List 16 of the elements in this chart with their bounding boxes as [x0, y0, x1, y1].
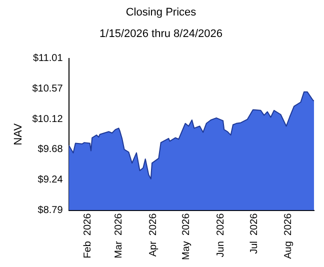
y-tick-label: $9.68 [38, 144, 64, 156]
y-axis-title: NAV [12, 122, 25, 146]
x-tick-label: Jun 2026 [216, 212, 227, 258]
x-tick-label: Feb 2026 [82, 212, 94, 258]
x-tick-label: Jul 2026 [248, 212, 260, 254]
y-tick-label: $11.01 [32, 53, 64, 64]
x-tick-label: Aug 2026 [283, 212, 294, 259]
y-tick-label: $9.24 [38, 174, 64, 186]
x-tick-label: Apr 2026 [148, 212, 159, 257]
chart-title: Closing Prices [126, 6, 197, 19]
chart-subtitle: 1/15/2026 thru 8/24/2026 [100, 28, 222, 40]
x-tick-label: Mar 2026 [113, 212, 124, 258]
x-tick-label: May 2026 [181, 212, 192, 260]
y-tick-label: $10.57 [32, 83, 64, 94]
y-tick-label: $10.12 [32, 114, 64, 126]
y-tick-label: $8.79 [38, 205, 64, 216]
